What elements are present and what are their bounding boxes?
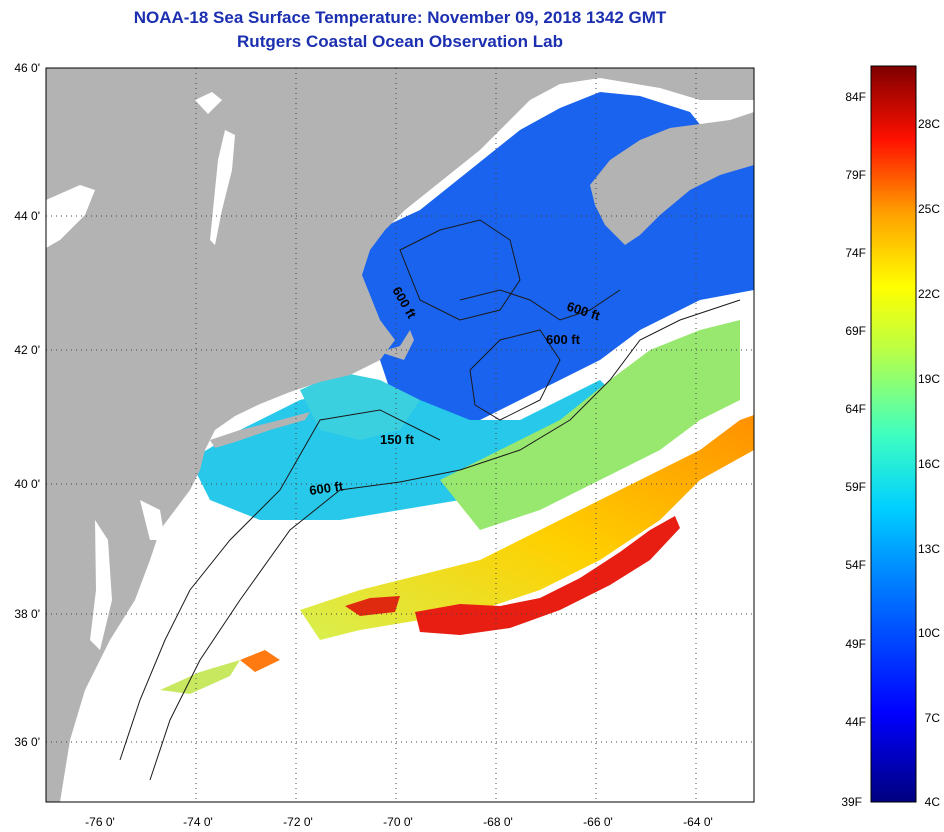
contour-600ft-shelf <box>149 299 741 781</box>
cool-water-region <box>190 380 620 520</box>
lat-label: 38 0' <box>14 607 40 621</box>
land-cloud-lake <box>46 185 95 248</box>
fahrenheit-label: 64F <box>845 402 866 416</box>
color-scale-bar <box>870 65 917 803</box>
map-title: NOAA-18 Sea Surface Temperature: Novembe… <box>133 8 667 27</box>
celsius-label: 4C <box>925 795 941 809</box>
mid-water-region <box>440 320 740 530</box>
land-mainland <box>46 68 754 802</box>
map-frame <box>45 67 755 803</box>
lat-label: 46 0' <box>14 61 40 75</box>
lon-label: -70 0' <box>383 815 413 829</box>
lat-label: 44 0' <box>14 209 40 223</box>
celsius-label: 22C <box>918 287 940 301</box>
contour-150ft-shelf <box>119 409 441 761</box>
fahrenheit-label: 84F <box>845 90 866 104</box>
warm-water-streak <box>160 660 240 694</box>
map-subtitle: Rutgers Coastal Ocean Observation Lab <box>237 32 563 51</box>
longitude-labels: -76 0' -74 0' -72 0' -70 0' -68 0' -66 0… <box>85 815 713 829</box>
celsius-label: 25C <box>918 202 940 216</box>
land-cloud-patch <box>195 92 222 114</box>
celsius-label: 7C <box>925 711 941 725</box>
land-long-island <box>210 412 310 448</box>
fahrenheit-label: 49F <box>845 637 866 651</box>
chesapeake-bay <box>90 520 112 650</box>
celsius-label: 28C <box>918 117 940 131</box>
warm-water-band <box>300 415 754 640</box>
warm-water-patch <box>240 650 280 672</box>
contour-label-d: 150 ft <box>380 432 415 447</box>
contour-georges-bank <box>469 329 561 421</box>
contour-label-e: 600 ft <box>308 478 344 498</box>
lon-label: -66 0' <box>583 815 613 829</box>
fahrenheit-label: 59F <box>845 480 866 494</box>
lat-label: 40 0' <box>14 477 40 491</box>
color-scale-labels: 84F 79F 74F 69F 64F 59F 54F 49F 44F 39F … <box>841 90 940 809</box>
lat-label: 36 0' <box>14 735 40 749</box>
fahrenheit-label: 74F <box>845 246 866 260</box>
latitude-labels: 46 0' 44 0' 42 0' 40 0' 38 0' 36 0' <box>14 61 40 749</box>
fahrenheit-label: 54F <box>845 558 866 572</box>
fahrenheit-label: 69F <box>845 324 866 338</box>
map-area <box>46 68 754 802</box>
lon-label: -76 0' <box>85 815 115 829</box>
cool-water-patch <box>300 372 420 440</box>
lon-label: -74 0' <box>183 815 213 829</box>
contour-inner <box>459 289 621 321</box>
contour-label-c: 600 ft <box>546 332 581 347</box>
celsius-label: 13C <box>918 542 940 556</box>
land-cape-cod <box>380 330 414 360</box>
hot-water-patch <box>345 596 400 616</box>
celsius-label: 16C <box>918 457 940 471</box>
contour-gulf-maine <box>399 219 521 321</box>
fahrenheit-label: 39F <box>841 795 862 809</box>
celsius-label: 10C <box>918 626 940 640</box>
celsius-label: 19C <box>918 372 940 386</box>
bathymetry-contours <box>119 219 741 781</box>
lat-label: 42 0' <box>14 343 40 357</box>
lon-label: -64 0' <box>683 815 713 829</box>
land-nova-scotia <box>590 112 754 245</box>
hot-water-filament <box>415 516 680 635</box>
fahrenheit-label: 79F <box>845 168 866 182</box>
fahrenheit-label: 44F <box>845 715 866 729</box>
lon-label: -72 0' <box>283 815 313 829</box>
lon-label: -68 0' <box>483 815 513 829</box>
grid-lines <box>46 68 754 802</box>
delaware-bay <box>140 500 165 540</box>
